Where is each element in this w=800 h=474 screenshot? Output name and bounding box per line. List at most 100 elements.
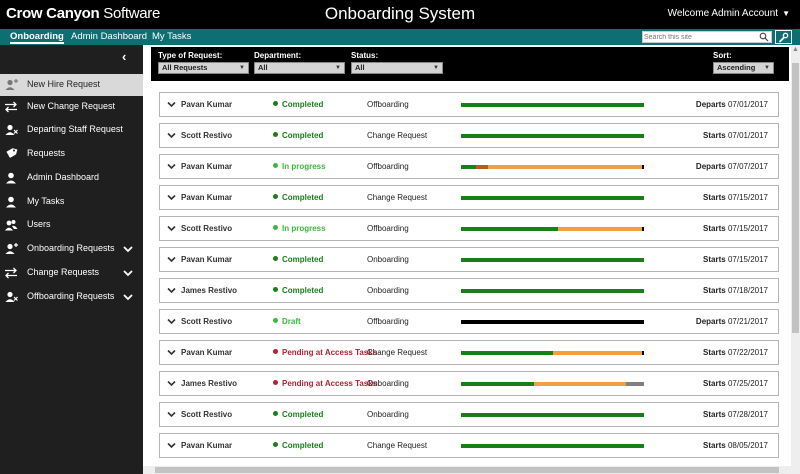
sidebar-item-new-change-request[interactable]: New Change Request: [0, 96, 143, 118]
settings-button[interactable]: [775, 30, 792, 44]
type-of-request-select[interactable]: All Requests ▼: [158, 62, 249, 74]
expand-chevron-down-icon[interactable]: [167, 100, 176, 109]
nav-bar: Onboarding Admin Dashboard My Tasks: [0, 29, 800, 45]
status-select[interactable]: All ▼: [351, 62, 443, 74]
expand-chevron-down-icon[interactable]: [167, 193, 176, 202]
expand-chevron-down-icon[interactable]: [167, 410, 176, 419]
chevron-down-icon[interactable]: [122, 267, 134, 279]
expand-chevron-down-icon[interactable]: [167, 162, 176, 171]
progress-bar: [461, 351, 644, 355]
date-label: Starts: [703, 286, 726, 295]
user-menu[interactable]: Welcome Admin Account ▼: [668, 8, 790, 19]
scroll-up-icon[interactable]: ▲: [792, 46, 799, 53]
status-badge: Completed: [273, 286, 323, 295]
request-type: Onboarding: [367, 255, 409, 264]
status-dot-icon: [273, 287, 278, 292]
progress-segment: [461, 351, 553, 355]
employee-name: James Restivo: [181, 286, 238, 295]
brand-name-rest: Software: [99, 5, 161, 22]
status-text: Completed: [282, 286, 324, 295]
request-type: Onboarding: [367, 286, 409, 295]
date-label: Starts: [703, 255, 726, 264]
date-label: Starts: [703, 441, 726, 450]
sort-select[interactable]: Ascending ▼: [713, 62, 774, 74]
sidebar-item-my-tasks[interactable]: My Tasks: [0, 191, 143, 213]
date-label: Departs: [695, 100, 726, 109]
search-input[interactable]: [644, 32, 754, 42]
sidebar-item-departing-staff-request[interactable]: Departing Staff Request: [0, 119, 143, 141]
progress-segment: [625, 382, 644, 386]
nav-my-tasks[interactable]: My Tasks: [152, 31, 192, 42]
expand-chevron-down-icon[interactable]: [167, 131, 176, 140]
status-text: Pending at Access Tasks: [282, 379, 378, 388]
brand-logo[interactable]: Crow Canyon Software: [6, 5, 160, 22]
expand-chevron-down-icon[interactable]: [167, 224, 176, 233]
date-info: Starts 07/01/2017: [703, 131, 768, 140]
date-value: 07/07/2017: [727, 162, 768, 171]
status-badge: Completed: [273, 100, 323, 109]
sidebar-item-change-requests[interactable]: Change Requests: [0, 262, 143, 284]
progress-segment: [557, 227, 643, 231]
status-text: Pending at Access Tasks: [282, 348, 378, 357]
request-row[interactable]: Scott Restivo Draft Offboarding Departs …: [159, 309, 779, 334]
status-text: Draft: [282, 317, 301, 326]
request-row[interactable]: Pavan Kumar Completed Offboarding Depart…: [159, 92, 779, 117]
nav-onboarding[interactable]: Onboarding: [10, 31, 64, 44]
sidebar-item-label: New Hire Request: [27, 79, 101, 89]
chevron-down-icon[interactable]: [122, 243, 134, 255]
request-row[interactable]: Scott Restivo Completed Change Request S…: [159, 123, 779, 148]
date-label: Starts: [703, 131, 726, 140]
progress-segment: [642, 227, 644, 231]
request-row[interactable]: Pavan Kumar Pending at Access Tasks Chan…: [159, 340, 779, 365]
horizontal-scrollbar[interactable]: [143, 466, 791, 474]
vertical-scroll-thumb[interactable]: [792, 63, 799, 333]
date-value: 07/21/2017: [727, 317, 768, 326]
sidebar-item-users[interactable]: Users: [0, 214, 143, 236]
status-badge: Completed: [273, 131, 323, 140]
request-row[interactable]: Pavan Kumar Completed Change Request Sta…: [159, 433, 779, 458]
department-select[interactable]: All ▼: [254, 62, 345, 74]
request-row[interactable]: James Restivo Completed Onboarding Start…: [159, 278, 779, 303]
expand-chevron-down-icon[interactable]: [167, 286, 176, 295]
request-row[interactable]: Scott Restivo Completed Onboarding Start…: [159, 402, 779, 427]
horizontal-scroll-thumb[interactable]: [155, 467, 779, 473]
request-row[interactable]: Scott Restivo In progress Offboarding St…: [159, 216, 779, 241]
status-dot-icon: [273, 225, 278, 230]
expand-chevron-down-icon[interactable]: [167, 255, 176, 264]
date-info: Starts 07/25/2017: [703, 379, 768, 388]
progress-bar: [461, 134, 644, 138]
sidebar-item-requests[interactable]: Requests: [0, 143, 143, 165]
request-row[interactable]: Pavan Kumar In progress Offboarding Depa…: [159, 154, 779, 179]
progress-bar: [461, 413, 644, 417]
expand-chevron-down-icon[interactable]: [167, 348, 176, 357]
progress-bar: [461, 320, 644, 324]
progress-segment: [461, 165, 476, 169]
search-icon[interactable]: [759, 32, 769, 42]
status-dot-icon: [273, 442, 278, 447]
status-text: Completed: [282, 131, 324, 140]
request-row[interactable]: Pavan Kumar Completed Onboarding Starts …: [159, 247, 779, 272]
status-badge: In progress: [273, 162, 326, 171]
nav-admin-dashboard[interactable]: Admin Dashboard: [71, 31, 148, 42]
request-row[interactable]: Pavan Kumar Completed Change Request Sta…: [159, 185, 779, 210]
collapse-sidebar-chevron-left-icon[interactable]: ‹: [122, 49, 127, 64]
expand-chevron-down-icon[interactable]: [167, 379, 176, 388]
expand-chevron-down-icon[interactable]: [167, 441, 176, 450]
status-text: Completed: [282, 100, 324, 109]
chevron-down-icon[interactable]: [122, 291, 134, 303]
date-value: 08/05/2017: [727, 441, 768, 450]
sidebar-item-label: Users: [27, 219, 51, 229]
progress-bar: [461, 289, 644, 293]
expand-chevron-down-icon[interactable]: [167, 317, 176, 326]
progress-segment: [461, 444, 644, 448]
request-row[interactable]: James Restivo Pending at Access Tasks On…: [159, 371, 779, 396]
date-value: 07/22/2017: [727, 348, 768, 357]
vertical-scrollbar[interactable]: ▲: [791, 45, 800, 474]
user-icon: [6, 196, 16, 208]
sidebar-item-offboarding-requests[interactable]: Offboarding Requests: [0, 286, 143, 308]
sidebar-item-admin-dashboard[interactable]: Admin Dashboard: [0, 167, 143, 189]
sidebar-item-onboarding-requests[interactable]: Onboarding Requests: [0, 238, 143, 260]
welcome-text: Welcome Admin Account: [667, 8, 779, 19]
sidebar-item-new-hire-request[interactable]: New Hire Request: [0, 74, 143, 96]
date-info: Starts 07/15/2017: [703, 224, 768, 233]
